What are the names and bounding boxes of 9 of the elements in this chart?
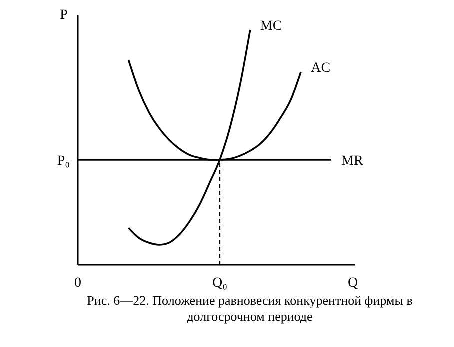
series-label: MR: [342, 154, 364, 169]
x-tick-label: 0: [74, 276, 82, 291]
x-axis-title: Q: [348, 276, 358, 291]
y-axis-title: P: [60, 8, 68, 23]
series-label: AC: [311, 61, 331, 76]
text: P₀: [57, 154, 70, 169]
text: Рис. 6—22. Положение равновесия конкурентной фирмы в долгосрочном периоде: [87, 293, 413, 324]
series-label: MC: [260, 19, 282, 34]
x-tick-label: Q₀: [212, 276, 228, 291]
